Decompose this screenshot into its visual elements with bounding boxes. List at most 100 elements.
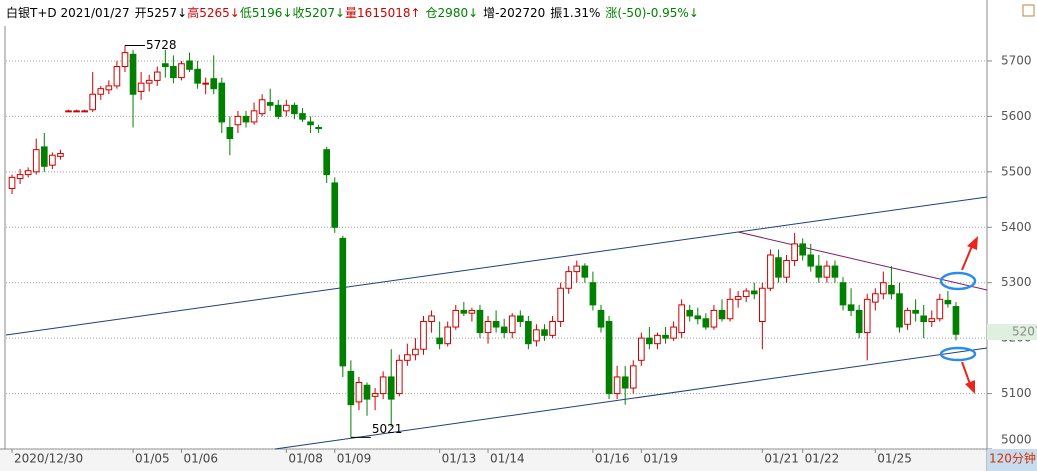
candle-body [121,52,129,68]
header: 白银T+D 2021/01/27 开5257↓高5265↓低5196↓收5207↓… [6,5,699,20]
candle-body [307,121,314,126]
candle-body [32,149,40,173]
candle-body [912,309,919,314]
candle-body [331,182,339,228]
candle-body [49,154,56,166]
candle-body [686,309,694,317]
candle-body [565,271,573,289]
candle-body [783,260,790,278]
candle-body [178,63,185,79]
candle-body [767,254,774,289]
candle-body [516,315,524,323]
x-tick-label: 01/06 [183,452,218,466]
trend-line-resistance [737,231,988,291]
candle-body [549,321,556,336]
x-tick-label: 01/19 [643,452,678,466]
candle-body [654,334,661,345]
candle-body [468,309,476,314]
candle-body [371,393,379,397]
candle-body [339,237,347,367]
candle-body [759,287,766,323]
candle-body [597,309,605,328]
candle-body [274,104,282,117]
candle-body [404,354,411,361]
header-item: 仓2980↓ [426,6,479,20]
candle-body [492,321,500,328]
y-tick-label: 5300 [1001,275,1032,289]
header-item: 涨(-50)-0.95%↓ [605,5,698,20]
candle-body [218,82,226,123]
candle-body [65,110,72,113]
header-item: 收5207↓ [292,6,345,20]
header-item: 增-202720 [483,6,545,20]
x-tick-label: 01/22 [805,452,840,466]
candle-body [428,315,435,323]
candle-body [24,170,32,176]
candle-body [928,318,936,323]
x-tick-label: 01/05 [135,452,170,466]
candle-body [775,257,782,278]
candle-body [97,88,105,95]
candle-body [266,102,274,106]
candle-body [621,376,629,389]
y-tick-label: 5500 [1001,164,1032,178]
arrow-down [961,361,971,385]
x-tick-label: 01/09 [337,452,372,466]
corner-icon [1022,4,1035,17]
candle-body [791,243,798,262]
header-item: 低5196↓ [240,6,293,20]
candle-body [613,376,621,395]
candle-body [16,174,24,179]
candle-body [944,299,952,305]
y-tick-label: 5100 [1001,386,1032,400]
candle-body [500,326,508,334]
candle-body [557,287,564,323]
price-box [987,324,1037,340]
candle-body [412,348,419,356]
candle-body [896,293,903,328]
candle-body [258,99,266,115]
candle-body [363,384,371,400]
x-tick-label: 01/14 [490,452,525,466]
candle-body [347,370,355,406]
candle-body [702,318,710,328]
period-box [987,449,1037,471]
trend-line-lower [274,347,988,450]
candle-body [573,265,581,273]
candle-body [73,110,80,113]
candle-body [815,265,823,278]
candle-body [226,126,234,140]
candle-body [936,298,944,320]
candle-body [161,63,169,68]
candle-body [387,376,395,400]
candle-body [484,321,492,334]
candle-body [750,290,758,295]
header-item: 开5257↓ [135,6,188,20]
candle-body [299,113,306,120]
trend-line-upper [5,196,988,336]
candle-body [105,85,113,91]
candle-body [145,79,153,84]
y-tick-label: 5600 [1001,109,1032,123]
x-axis-strip [0,449,987,471]
candle-body [839,282,847,306]
candle-body [137,82,145,92]
candle-body [726,298,734,320]
candle-body [863,298,871,334]
candle-body [525,321,532,345]
period[interactable]: 120分钟 [989,451,1036,466]
candle-body [250,110,258,123]
candle-body [605,321,613,395]
candle-body [799,243,807,256]
candle-body [589,282,597,306]
candle-body [694,315,702,320]
candle-body [710,309,718,328]
candle-body [460,309,468,314]
candle-body [807,254,815,267]
candle-body [629,365,637,389]
candle-body [718,309,726,320]
annotation: 5728 [146,38,177,52]
candle-body [871,293,879,303]
